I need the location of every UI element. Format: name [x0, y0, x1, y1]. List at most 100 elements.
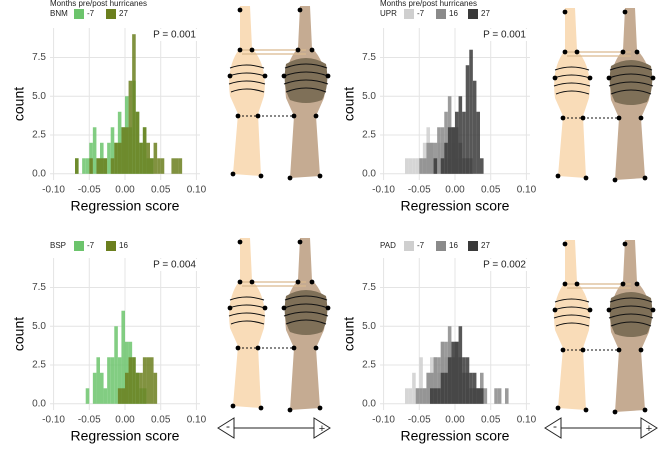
legend-entry: 27 — [481, 241, 490, 250]
histogram-bar — [415, 388, 420, 404]
scale-minus: - — [553, 419, 557, 433]
histogram-bar — [419, 357, 423, 404]
histogram-bar — [153, 372, 158, 404]
scale-plus: + — [319, 423, 325, 435]
legend-entry: 16 — [449, 241, 458, 250]
histogram-bar — [114, 326, 118, 404]
y-tick-label: 2.5 — [32, 130, 46, 141]
y-tick-label: 2.5 — [362, 130, 376, 141]
histogram-bar — [480, 158, 484, 174]
histogram-bar — [103, 388, 108, 404]
histogram-bar — [497, 388, 502, 404]
histogram-bar — [175, 158, 179, 174]
legend-entry: 27 — [481, 9, 490, 18]
y-tick-label: 7.5 — [362, 282, 376, 293]
x-tick-label: -0.05 — [78, 185, 101, 196]
histogram-bar — [100, 372, 104, 404]
histogram-bar — [455, 111, 459, 174]
x-tick-label: -0.10 — [372, 415, 395, 426]
histogram-bar — [440, 372, 445, 404]
histogram-bar — [476, 388, 480, 404]
legend-label: PAD — [380, 241, 396, 250]
y-tick-label: 5.0 — [362, 321, 376, 332]
x-tick-label: 0.00 — [115, 185, 135, 196]
arrow-head — [640, 417, 658, 439]
histogram-bar — [440, 158, 445, 174]
legend-swatch — [74, 241, 84, 251]
y-tick-label: 7.5 — [362, 52, 376, 63]
histogram-bar — [472, 80, 477, 174]
x-tick-label: 0.10 — [187, 185, 207, 196]
histogram-bar — [440, 127, 445, 174]
annotation: P = 0.002 — [483, 260, 526, 271]
landmark-diagram — [227, 237, 331, 414]
legend-title: Months pre/post hurricanes — [380, 0, 477, 8]
histogram-bar — [483, 388, 488, 404]
histogram-bar — [465, 65, 470, 174]
histogram-bar — [160, 158, 165, 174]
histogram-bar — [107, 142, 111, 174]
legend-swatch — [106, 241, 116, 251]
y-tick-label: 2.5 — [362, 360, 376, 371]
x-tick-label: -0.05 — [78, 415, 101, 426]
legend-title: Months pre/post hurricanes — [50, 0, 147, 8]
histogram-bar — [415, 158, 420, 174]
histogram-bar — [146, 142, 150, 174]
histogram-bar — [412, 158, 416, 174]
y-tick-label: 0.0 — [32, 168, 46, 179]
x-tick-label: -0.10 — [372, 185, 395, 196]
arrow-head — [217, 417, 235, 439]
histogram-bar — [433, 158, 438, 174]
histogram-bar — [117, 142, 122, 174]
x-tick-label: -0.05 — [408, 185, 431, 196]
histogram-bar — [447, 357, 452, 404]
x-tick-label: 0.00 — [445, 185, 465, 196]
y-axis-label: count — [341, 87, 357, 121]
histogram-bar — [426, 142, 430, 174]
histogram-bar — [408, 158, 413, 174]
histogram-bar — [117, 357, 122, 404]
x-axis-label: Regression score — [401, 198, 510, 214]
histogram-bar — [408, 388, 413, 404]
arrow-head — [544, 417, 562, 439]
histogram-bar — [121, 127, 125, 174]
annotation: P = 0.001 — [483, 30, 526, 41]
histogram-bar — [146, 357, 150, 404]
histogram-bar — [426, 372, 430, 404]
histogram-bar — [437, 127, 441, 174]
legend-swatch — [436, 9, 446, 19]
histogram-bar — [422, 388, 427, 404]
histogram-bar — [433, 388, 438, 404]
x-tick-label: 0.05 — [481, 415, 501, 426]
histogram-bar — [142, 127, 147, 174]
histogram-bar — [89, 158, 93, 174]
histogram-bar — [110, 127, 115, 174]
histogram-bar — [128, 357, 133, 404]
legend-entry: -7 — [417, 9, 425, 18]
legend-swatch — [468, 9, 478, 19]
x-axis-label: Regression score — [71, 198, 180, 214]
y-tick-label: 7.5 — [32, 52, 46, 63]
histogram-bar — [433, 357, 438, 404]
histogram-bar — [128, 80, 133, 174]
histogram-bar — [472, 372, 477, 404]
x-axis-label: Regression score — [71, 428, 180, 444]
histogram-bar — [92, 127, 97, 174]
legend-entry: -7 — [417, 241, 425, 250]
y-tick-label: 2.5 — [32, 360, 46, 371]
histogram-bar — [139, 372, 143, 404]
histogram-bar — [480, 388, 484, 404]
annotation: P = 0.001 — [153, 30, 196, 41]
histogram-bar — [132, 357, 136, 404]
arrow-head — [313, 417, 331, 439]
histogram-bar — [455, 341, 459, 404]
histogram-bar — [92, 372, 97, 404]
histogram-bar — [451, 341, 455, 404]
x-tick-label: -0.05 — [408, 415, 431, 426]
histogram-bar — [462, 357, 466, 404]
histogram-bar — [157, 158, 161, 174]
x-tick-label: 0.00 — [115, 415, 135, 426]
y-tick-label: 5.0 — [362, 91, 376, 102]
histogram-bar — [117, 388, 122, 404]
legend-entry: -7 — [87, 9, 95, 18]
